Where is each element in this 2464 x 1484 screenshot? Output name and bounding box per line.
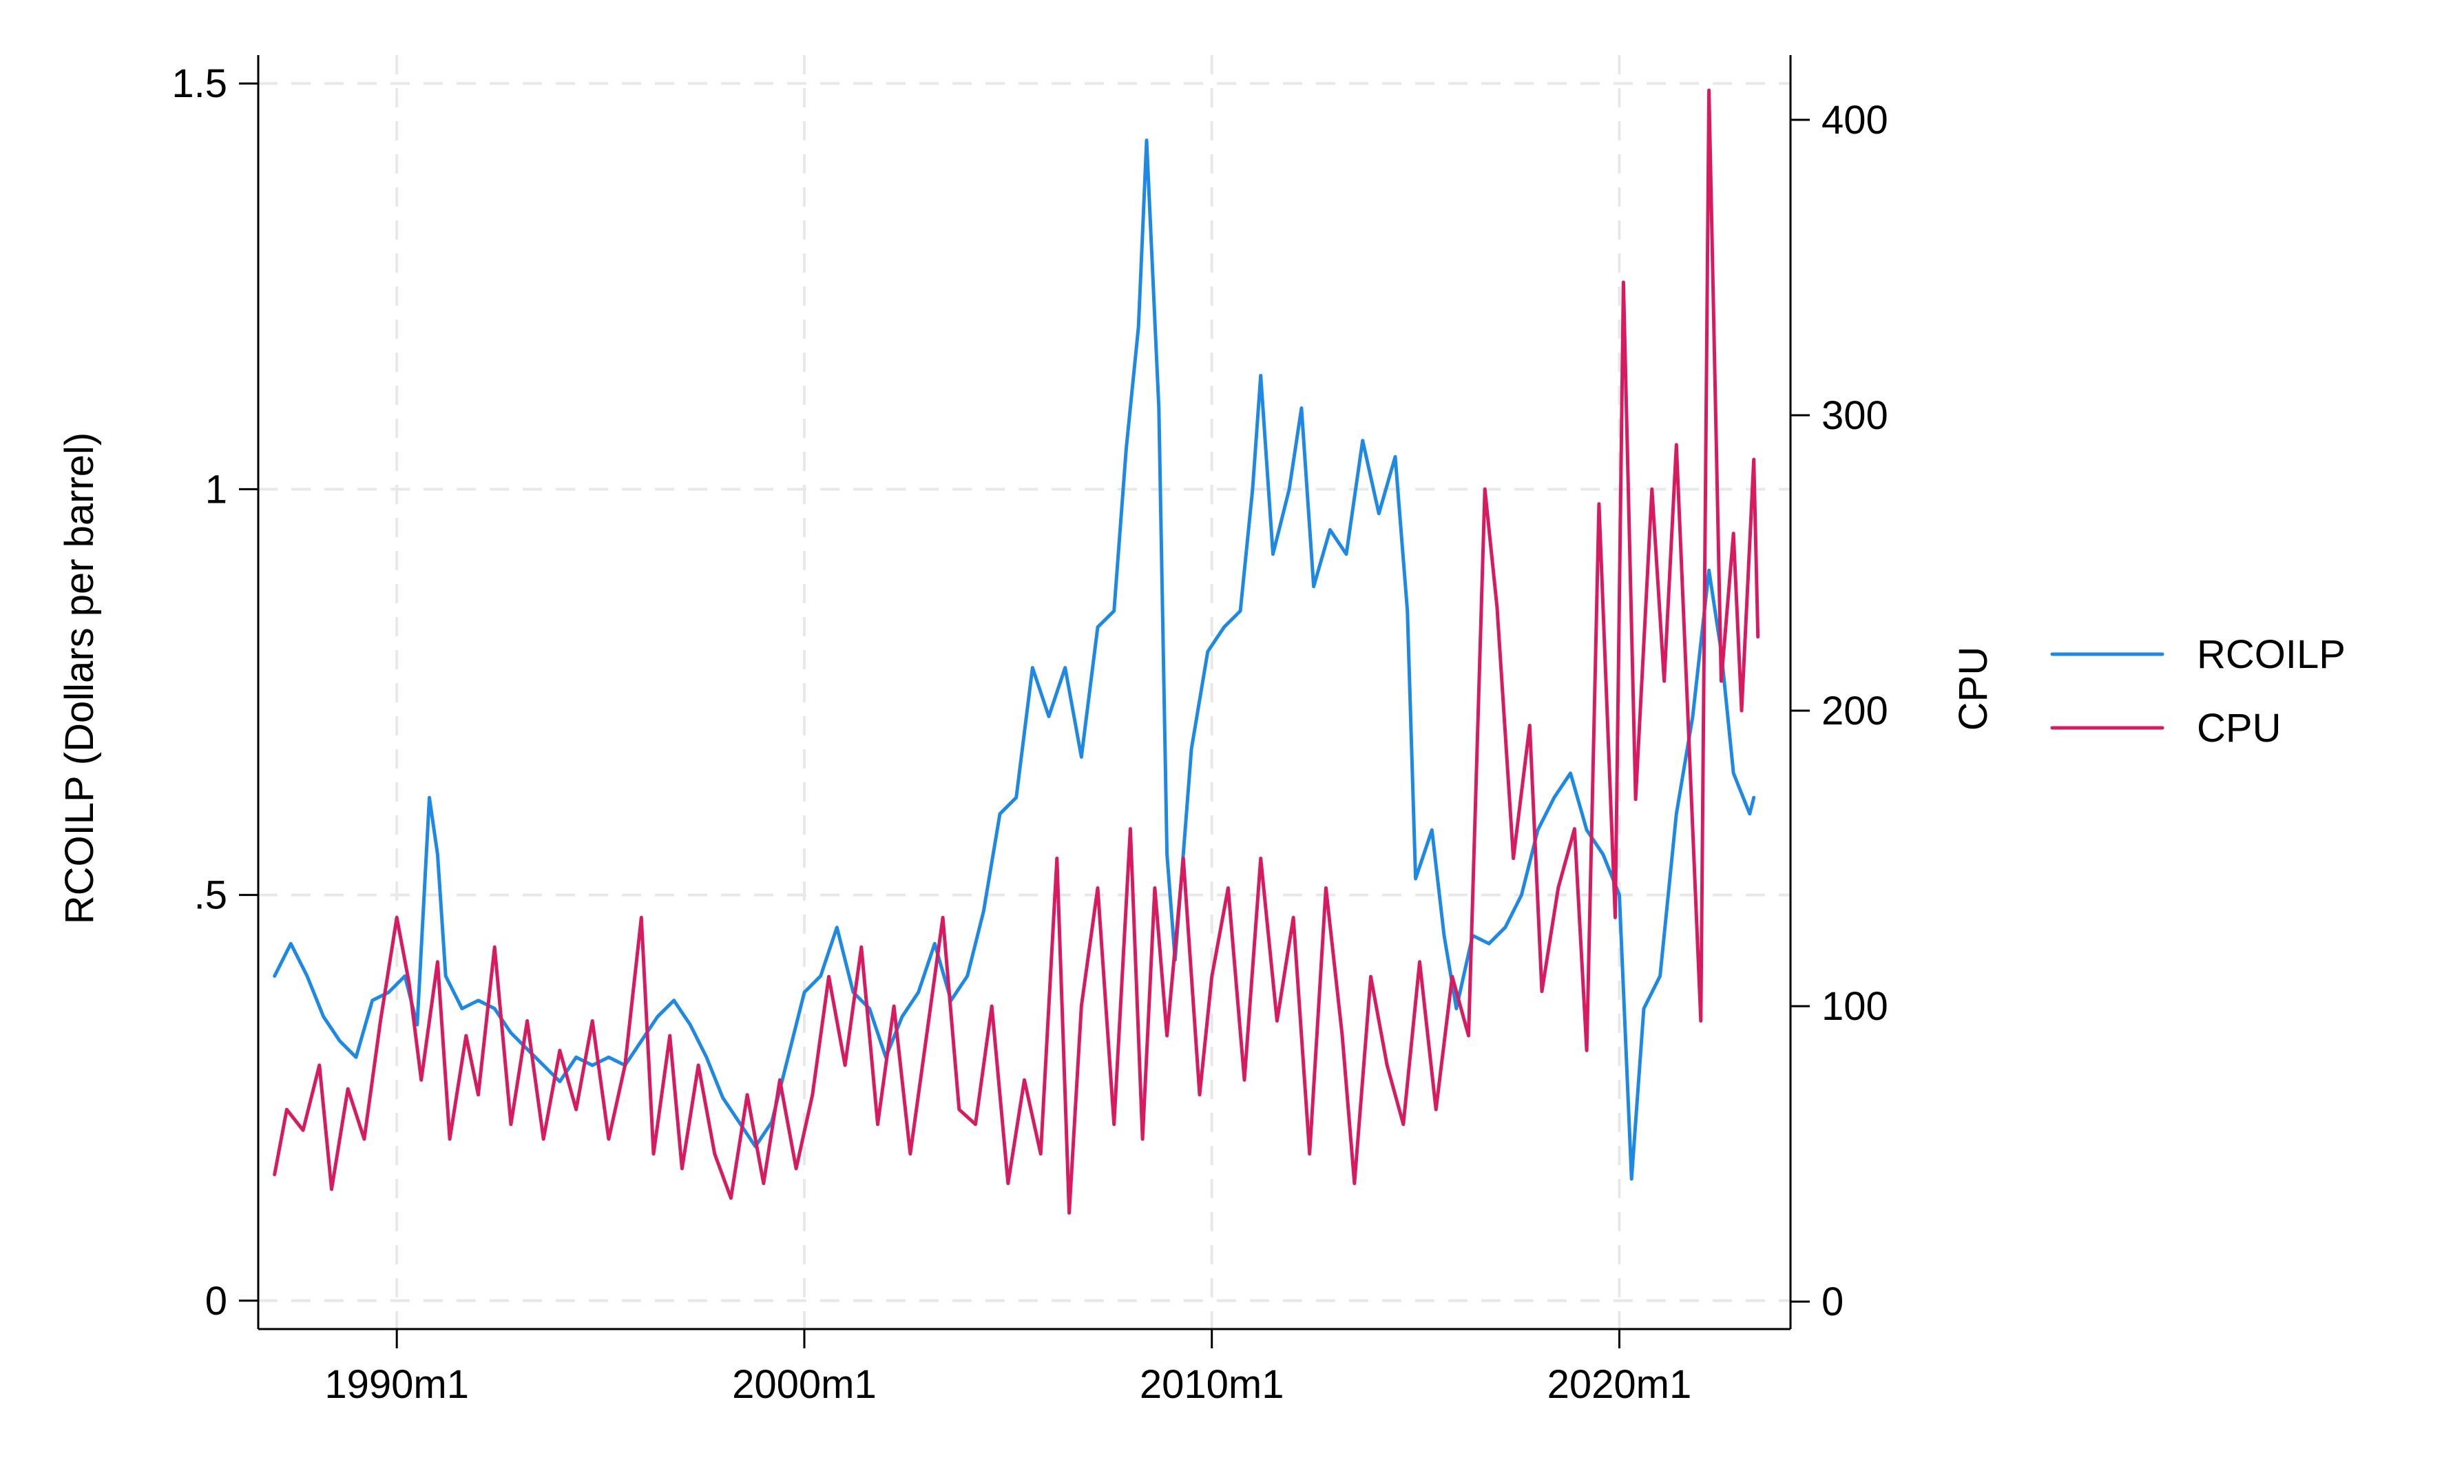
left-tick-label-1: 1	[205, 467, 227, 512]
right-tick-label-300: 300	[1821, 393, 1888, 438]
left-tick-label-1.5: 1.5	[171, 61, 227, 106]
right-axis-title: CPU	[1951, 647, 1996, 731]
left-tick-label-0: 0	[205, 1279, 227, 1324]
left-tick-label-.5: .5	[194, 873, 227, 918]
right-tick-label-100: 100	[1821, 984, 1888, 1029]
x-tick-label-1990m1: 1990m1	[324, 1362, 469, 1407]
right-tick-label-0: 0	[1821, 1279, 1844, 1324]
legend: RCOILP CPU	[2050, 632, 2346, 751]
legend-label-cpu: CPU	[2197, 706, 2281, 751]
right-tick-label-400: 400	[1821, 98, 1888, 143]
series-layer	[273, 88, 1760, 1215]
left-axis-title: RCOILP (Dollars per barrel)	[57, 432, 102, 924]
x-tick-label-2000m1: 2000m1	[732, 1362, 877, 1407]
axes: 0 .5 1 1.5 0 100 200 300 400 1990m1 2000m1 2010m1 20…	[171, 55, 1888, 1407]
x-tick-label-2010m1: 2010m1	[1140, 1362, 1284, 1407]
series-line-cpu	[273, 88, 1760, 1215]
series-line-rcoilp	[273, 138, 1756, 1181]
x-tick-label-2020m1: 2020m1	[1547, 1362, 1692, 1407]
legend-label-rcoilp: RCOILP	[2197, 632, 2346, 677]
right-tick-label-200: 200	[1821, 689, 1888, 733]
grid-lines	[258, 55, 1790, 1329]
